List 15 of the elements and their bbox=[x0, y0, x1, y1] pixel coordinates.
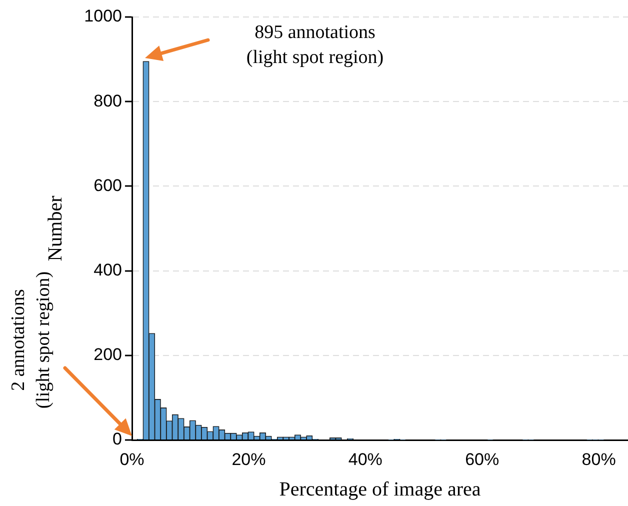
y-tick-label: 1000 bbox=[84, 6, 122, 26]
y-tick-label: 600 bbox=[94, 176, 122, 195]
x-axis-title: Percentage of image area bbox=[279, 478, 481, 500]
x-tick-label: 0% bbox=[120, 450, 144, 469]
x-tick-label: 80% bbox=[582, 450, 616, 469]
text: 2 annotations (light spot region) bbox=[8, 271, 54, 409]
y-tick-label: 0 bbox=[112, 430, 122, 449]
x-tick-label: 20% bbox=[232, 450, 266, 469]
x-tick-label: 60% bbox=[465, 450, 500, 469]
y-tick-label: 400 bbox=[94, 260, 122, 280]
y-tick-label: 200 bbox=[94, 345, 122, 364]
x-tick-label: 40% bbox=[348, 450, 382, 469]
y-axis-title: Number bbox=[44, 195, 66, 262]
y-tick-label: 800 bbox=[94, 91, 122, 110]
annotation: 895 annotations (light spot region) bbox=[246, 22, 384, 68]
